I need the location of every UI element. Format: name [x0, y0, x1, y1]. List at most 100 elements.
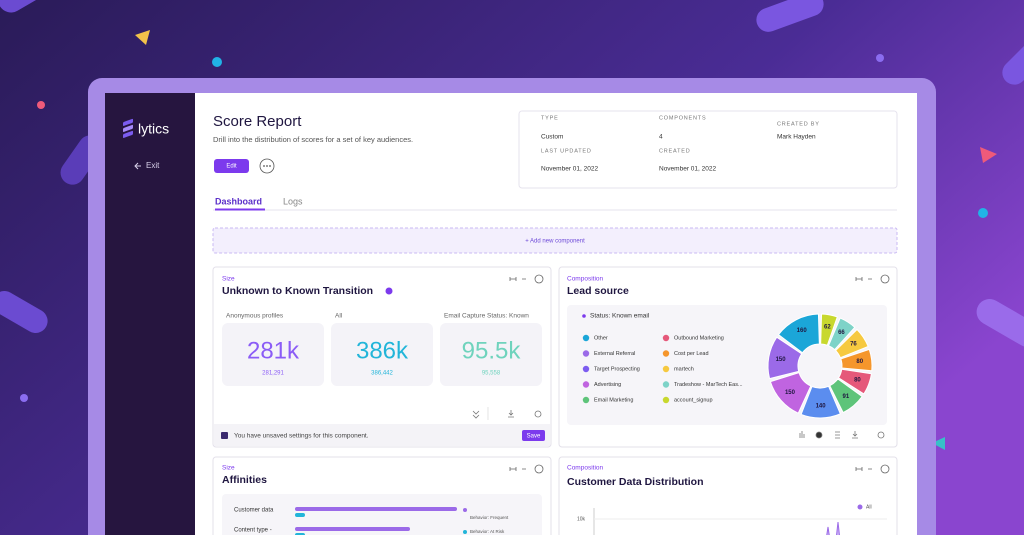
legend-dot [582, 334, 590, 342]
status-label: Status: Known email [590, 313, 650, 320]
legend-label: account_signup [674, 397, 713, 403]
metric-box [222, 323, 324, 386]
legend-dot [582, 396, 590, 404]
meta-value: November 01, 2022 [659, 166, 716, 173]
row-label: Customer data [234, 508, 274, 514]
metric-value: 95.5k [462, 337, 522, 364]
meta-value: November 01, 2022 [541, 166, 598, 173]
legend-label: Tradeshow - MarTech Eas... [674, 382, 743, 388]
distribution-spikes [826, 521, 840, 535]
legend-dot [662, 365, 670, 373]
segment-label: 150 [776, 357, 787, 363]
metric-label: Anonymous profiles [226, 313, 284, 320]
affinity-bars [295, 507, 467, 535]
legend: Other Outbound Marketing External Referral… [582, 334, 743, 404]
segment-label: 80 [856, 359, 863, 365]
sidebar [105, 93, 195, 535]
donut-segment [767, 336, 803, 380]
tab-active[interactable]: Dashboard [215, 196, 262, 206]
help-icon[interactable] [385, 287, 393, 295]
meta-label: LAST UPDATED [541, 148, 592, 154]
metric-box [331, 323, 433, 386]
add-component-label: + Add new component [525, 239, 585, 245]
unsaved-message: You have unsaved settings for this compo… [234, 433, 369, 440]
page-description: Drill into the distribution of scores fo… [213, 135, 413, 144]
status-dot [582, 314, 586, 318]
legend-dot [582, 350, 590, 357]
meta-label: CREATED [659, 148, 690, 154]
legend-label: martech [674, 366, 694, 372]
tab[interactable]: Logs [283, 196, 303, 206]
meta-value: Mark Hayden [777, 134, 816, 141]
exit-link[interactable]: Exit [146, 161, 160, 170]
segment-label: 66 [838, 330, 845, 336]
segment-label: 150 [785, 390, 796, 396]
metric-detail: 281,291 [262, 371, 284, 377]
legend-dot [582, 365, 590, 373]
chart-area [222, 494, 542, 535]
card-title: Customer Data Distribution [567, 476, 704, 488]
donut-segment [829, 378, 863, 414]
donut-segment [828, 317, 856, 351]
card-category: Composition [567, 465, 604, 472]
legend-dot [857, 504, 863, 510]
meta-label: TYPE [541, 115, 559, 121]
donut-segment [769, 372, 812, 414]
legend-label: Outbound Marketing [674, 335, 724, 341]
legend-dot [582, 381, 590, 388]
card-title: Affinities [222, 474, 267, 486]
exit-arrow [134, 162, 141, 170]
page-title: Score Report [213, 113, 302, 130]
edit-button[interactable] [214, 159, 249, 173]
legend-dot [662, 334, 670, 342]
metric-label: Email Capture Status: Known [444, 313, 529, 320]
donut-segment [838, 368, 872, 395]
add-component[interactable] [212, 227, 898, 254]
legend-label: Behavior: At Risk [470, 529, 505, 534]
segment-label: 62 [824, 324, 831, 330]
segment-label: 76 [850, 342, 857, 348]
metric-label: All [335, 313, 343, 320]
donut-segment [835, 328, 869, 359]
donut-segment [800, 385, 841, 419]
save-icon [221, 432, 228, 439]
legend-label: Behavior: Frequent [470, 515, 509, 520]
unsaved-bar [214, 424, 550, 446]
donut-segment [820, 313, 838, 346]
card-category: Size [222, 276, 235, 283]
metric-value: 281k [247, 337, 300, 364]
segment-label: 80 [854, 378, 861, 384]
card-title: Lead source [567, 285, 629, 297]
y-tick-label: 10k [577, 516, 586, 522]
legend-label: Other [594, 335, 608, 341]
row-label: Content type - [234, 528, 272, 534]
legend-label: Advertising [594, 382, 621, 388]
metric-detail: 386,442 [371, 371, 393, 377]
logo-mark [123, 118, 133, 138]
metric-box [440, 323, 542, 386]
legend-dot [662, 381, 670, 388]
save-button[interactable] [522, 430, 545, 441]
segment-label: 140 [816, 404, 827, 410]
legend-label: Email Marketing [594, 397, 633, 403]
legend-dot [662, 396, 670, 404]
legend-label: All [866, 504, 872, 510]
legend-label: Cost per Lead [674, 351, 709, 357]
legend-dot [662, 350, 670, 357]
meta-value: 4 [659, 134, 663, 141]
meta-label: COMPONENTS [659, 115, 706, 121]
edit-label: Edit [226, 164, 237, 170]
metric-value: 386k [356, 337, 409, 364]
card-title: Unknown to Known Transition [222, 285, 373, 297]
meta-label: CREATED BY [777, 121, 820, 127]
legend-label: External Referral [594, 351, 635, 357]
meta-list: TYPE Custom COMPONENTS 4 CREATED BY Mark Hayd… [541, 115, 820, 173]
metric-detail: 95,558 [482, 371, 501, 377]
donut-segment [840, 348, 873, 372]
card-tools [472, 407, 542, 420]
donut-segment [778, 313, 820, 354]
decorations [0, 0, 1024, 450]
brand: lytics [138, 121, 169, 137]
